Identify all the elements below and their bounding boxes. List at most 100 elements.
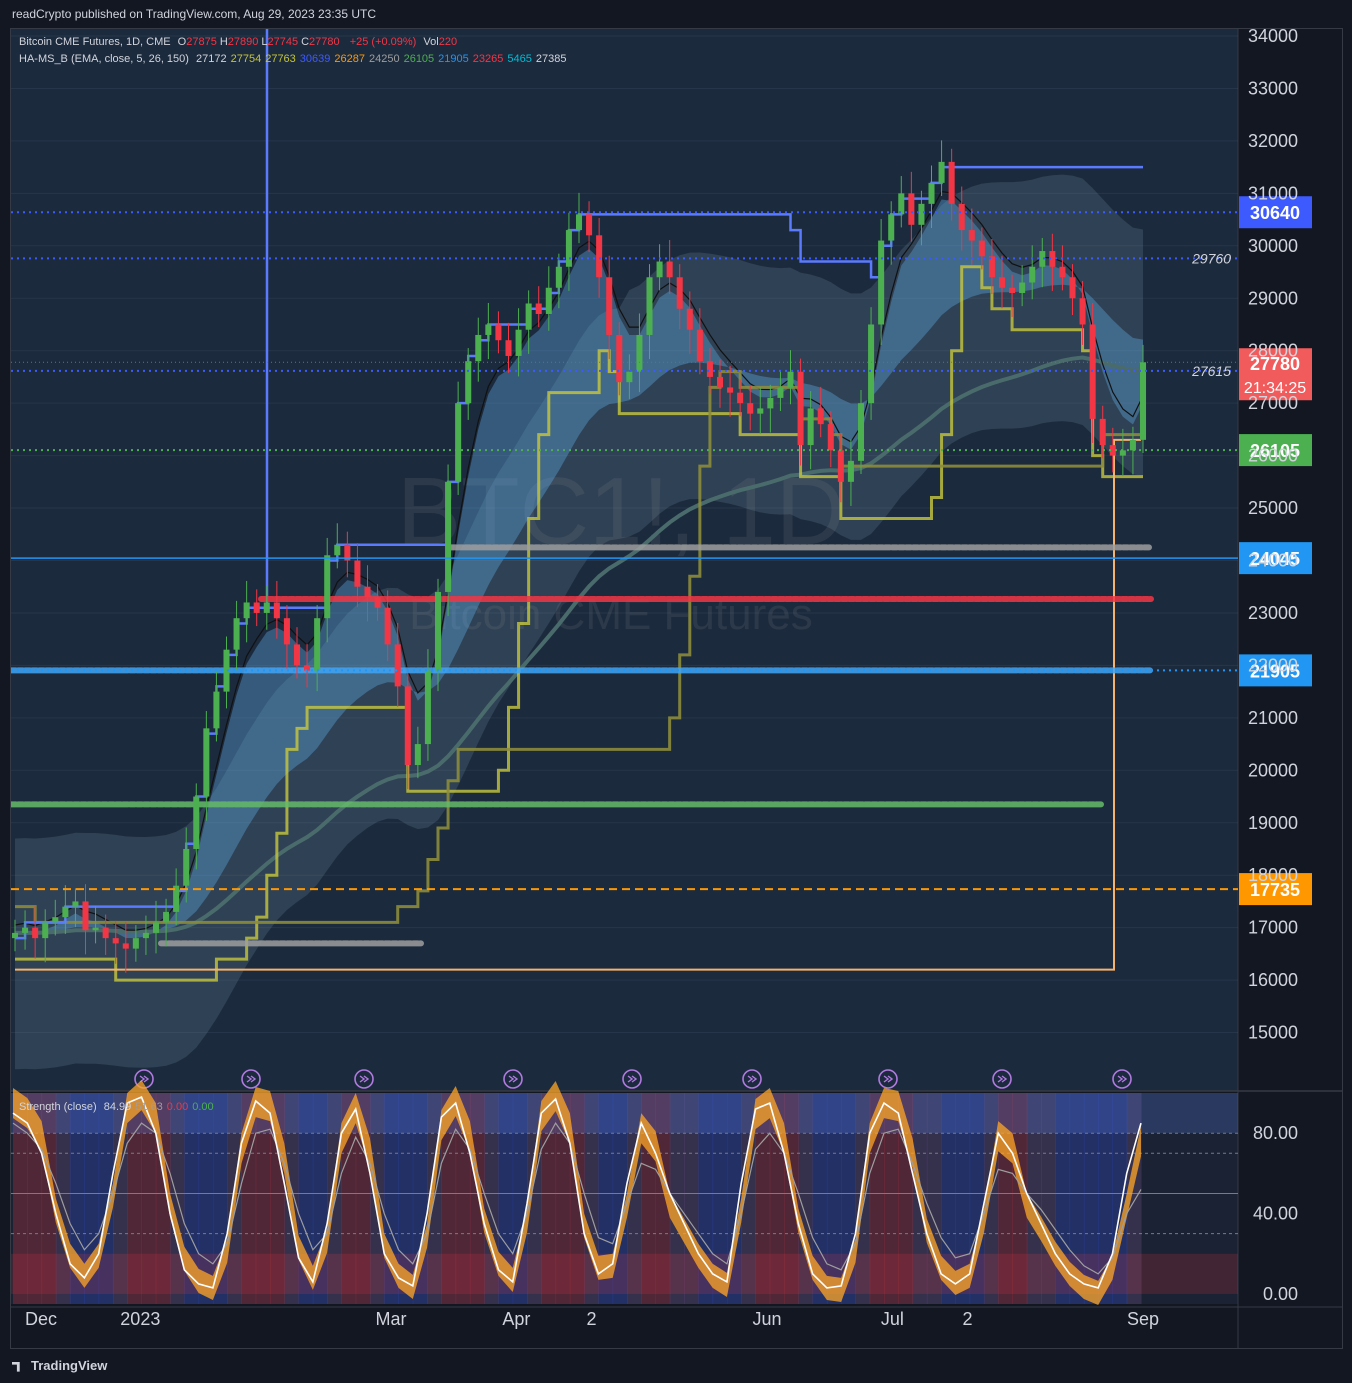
candle-body <box>727 387 734 393</box>
chart-frame[interactable]: BTC1!, 1DBitcoin CME Futures306402976027… <box>10 28 1343 1349</box>
candle-body <box>706 361 713 377</box>
price-level-annotation: 27615 <box>1191 363 1231 379</box>
strength-legend-values: 84.99 51.63 0.00 0.00 <box>104 1101 218 1113</box>
strength-zone-strip <box>941 1093 956 1304</box>
tradingview-footer[interactable]: TradingView <box>12 1358 107 1373</box>
chart-canvas[interactable]: BTC1!, 1DBitcoin CME Futures306402976027… <box>11 29 1342 1348</box>
time-axis-label: 2 <box>587 1309 597 1329</box>
strength-zone-strip <box>655 1093 671 1304</box>
candle-body <box>938 161 945 183</box>
candle-body <box>616 334 623 383</box>
overbought-band <box>11 1093 1238 1134</box>
legend-indicator-value: 26287 <box>334 53 365 65</box>
candle-body <box>354 560 361 587</box>
strength-zone-strip <box>826 1093 842 1304</box>
event-marker-icon <box>354 1069 374 1089</box>
candle-body <box>596 235 603 278</box>
candle-body <box>233 618 240 650</box>
candle-body <box>283 618 290 645</box>
legend-indicator-value: 24250 <box>368 53 400 65</box>
candle-body <box>223 649 230 692</box>
strength-zone-strip <box>598 1093 614 1304</box>
legend-ohlc-item: O27875 <box>177 36 217 48</box>
strength-cloud <box>13 1079 1141 1306</box>
main-legend-row: Bitcoin CME Futures, 1D, CME O27875 H2789… <box>19 36 457 48</box>
legend-indicator-value: 27763 <box>265 53 296 65</box>
candle-body <box>636 334 643 372</box>
legend-ohlc: O27875 H27890 L27745 C27780 <box>178 36 343 48</box>
candle-body <box>424 670 431 745</box>
legend-ohlc-item: H27890 <box>219 36 259 48</box>
last-price-tag <box>1239 348 1312 401</box>
candle-body <box>656 261 663 278</box>
candle-body <box>646 277 653 335</box>
candle-body <box>767 397 774 409</box>
price-level-tag-label: 21905 <box>1250 661 1300 681</box>
candle-body <box>545 287 552 314</box>
legend-indicator: HA-MS_B (EMA, close, 5, 26, 150) <box>19 53 189 65</box>
candle-body <box>102 927 109 939</box>
price-axis-label: 16000 <box>1248 970 1298 990</box>
price-level-tag <box>1239 196 1312 229</box>
candle-body <box>505 340 512 356</box>
bar-countdown: 21:34:25 <box>1244 380 1306 397</box>
candle-body <box>565 230 572 267</box>
strength-axis-label: 0.00 <box>1263 1284 1298 1304</box>
candle-body <box>1099 418 1106 446</box>
candle-body <box>525 303 532 330</box>
candle-body <box>857 403 865 461</box>
strength-zone-strip <box>512 1093 528 1304</box>
candle-body <box>827 424 834 451</box>
candle-body <box>1139 362 1147 440</box>
price-axis-label: 32000 <box>1248 131 1298 151</box>
candle-body <box>948 161 955 204</box>
event-marker-icon <box>622 1069 642 1089</box>
price-axis-label: 17000 <box>1248 918 1298 938</box>
time-axis-label: Jul <box>881 1309 904 1329</box>
strength-zone-strip <box>1026 1093 1042 1304</box>
candle-body <box>253 602 260 613</box>
candle-body <box>1129 439 1136 451</box>
price-axis-label: 25000 <box>1248 498 1298 518</box>
candle-body <box>747 403 754 414</box>
candle-body <box>314 618 321 671</box>
candle-body <box>1079 298 1086 325</box>
candle-body <box>737 392 744 404</box>
price-axis-label: 29000 <box>1248 288 1298 308</box>
ema-5-line <box>14 190 1144 931</box>
event-marker-icon <box>1112 1069 1132 1089</box>
strength-zone-strip <box>13 1093 28 1304</box>
ema-ribbon <box>15 199 1143 939</box>
candle-body <box>515 329 522 356</box>
event-marker-arrow <box>1117 1075 1128 1083</box>
candle-body <box>757 408 764 414</box>
event-marker-arrow <box>997 1075 1008 1083</box>
strength-zone-strip <box>184 1093 200 1304</box>
candle-body <box>898 193 905 215</box>
price-axis-label: 22000 <box>1248 655 1298 675</box>
candle-body <box>777 387 784 398</box>
last-price-label: 27780 <box>1250 354 1300 374</box>
candle-body <box>928 182 935 204</box>
strength-zone-strip <box>255 1093 271 1304</box>
candle-body <box>475 334 482 362</box>
candle-body <box>807 408 814 446</box>
event-marker-arrow <box>359 1075 370 1083</box>
candle-body <box>1019 282 1026 294</box>
price-axis-label: 18000 <box>1248 865 1298 885</box>
price-level-tag-label: 30640 <box>1250 203 1300 223</box>
strength-title: Strength (close) <box>19 1101 97 1113</box>
strength-zone-strip <box>398 1093 414 1304</box>
strength-zone-strip <box>955 1093 971 1304</box>
olive-step-line <box>15 370 1143 924</box>
candle-body <box>334 544 341 556</box>
legend-change: +25 (+0.09%) <box>349 36 417 48</box>
strength-slow-line <box>12 1122 1142 1275</box>
candle-body <box>82 901 89 931</box>
candle-body <box>183 848 190 886</box>
candle-body <box>304 665 311 671</box>
legend-ohlc-item: L27745 <box>261 36 299 48</box>
event-marker-arrow <box>747 1075 758 1083</box>
event-marker-icon <box>241 1069 261 1089</box>
candle-body <box>837 450 844 482</box>
